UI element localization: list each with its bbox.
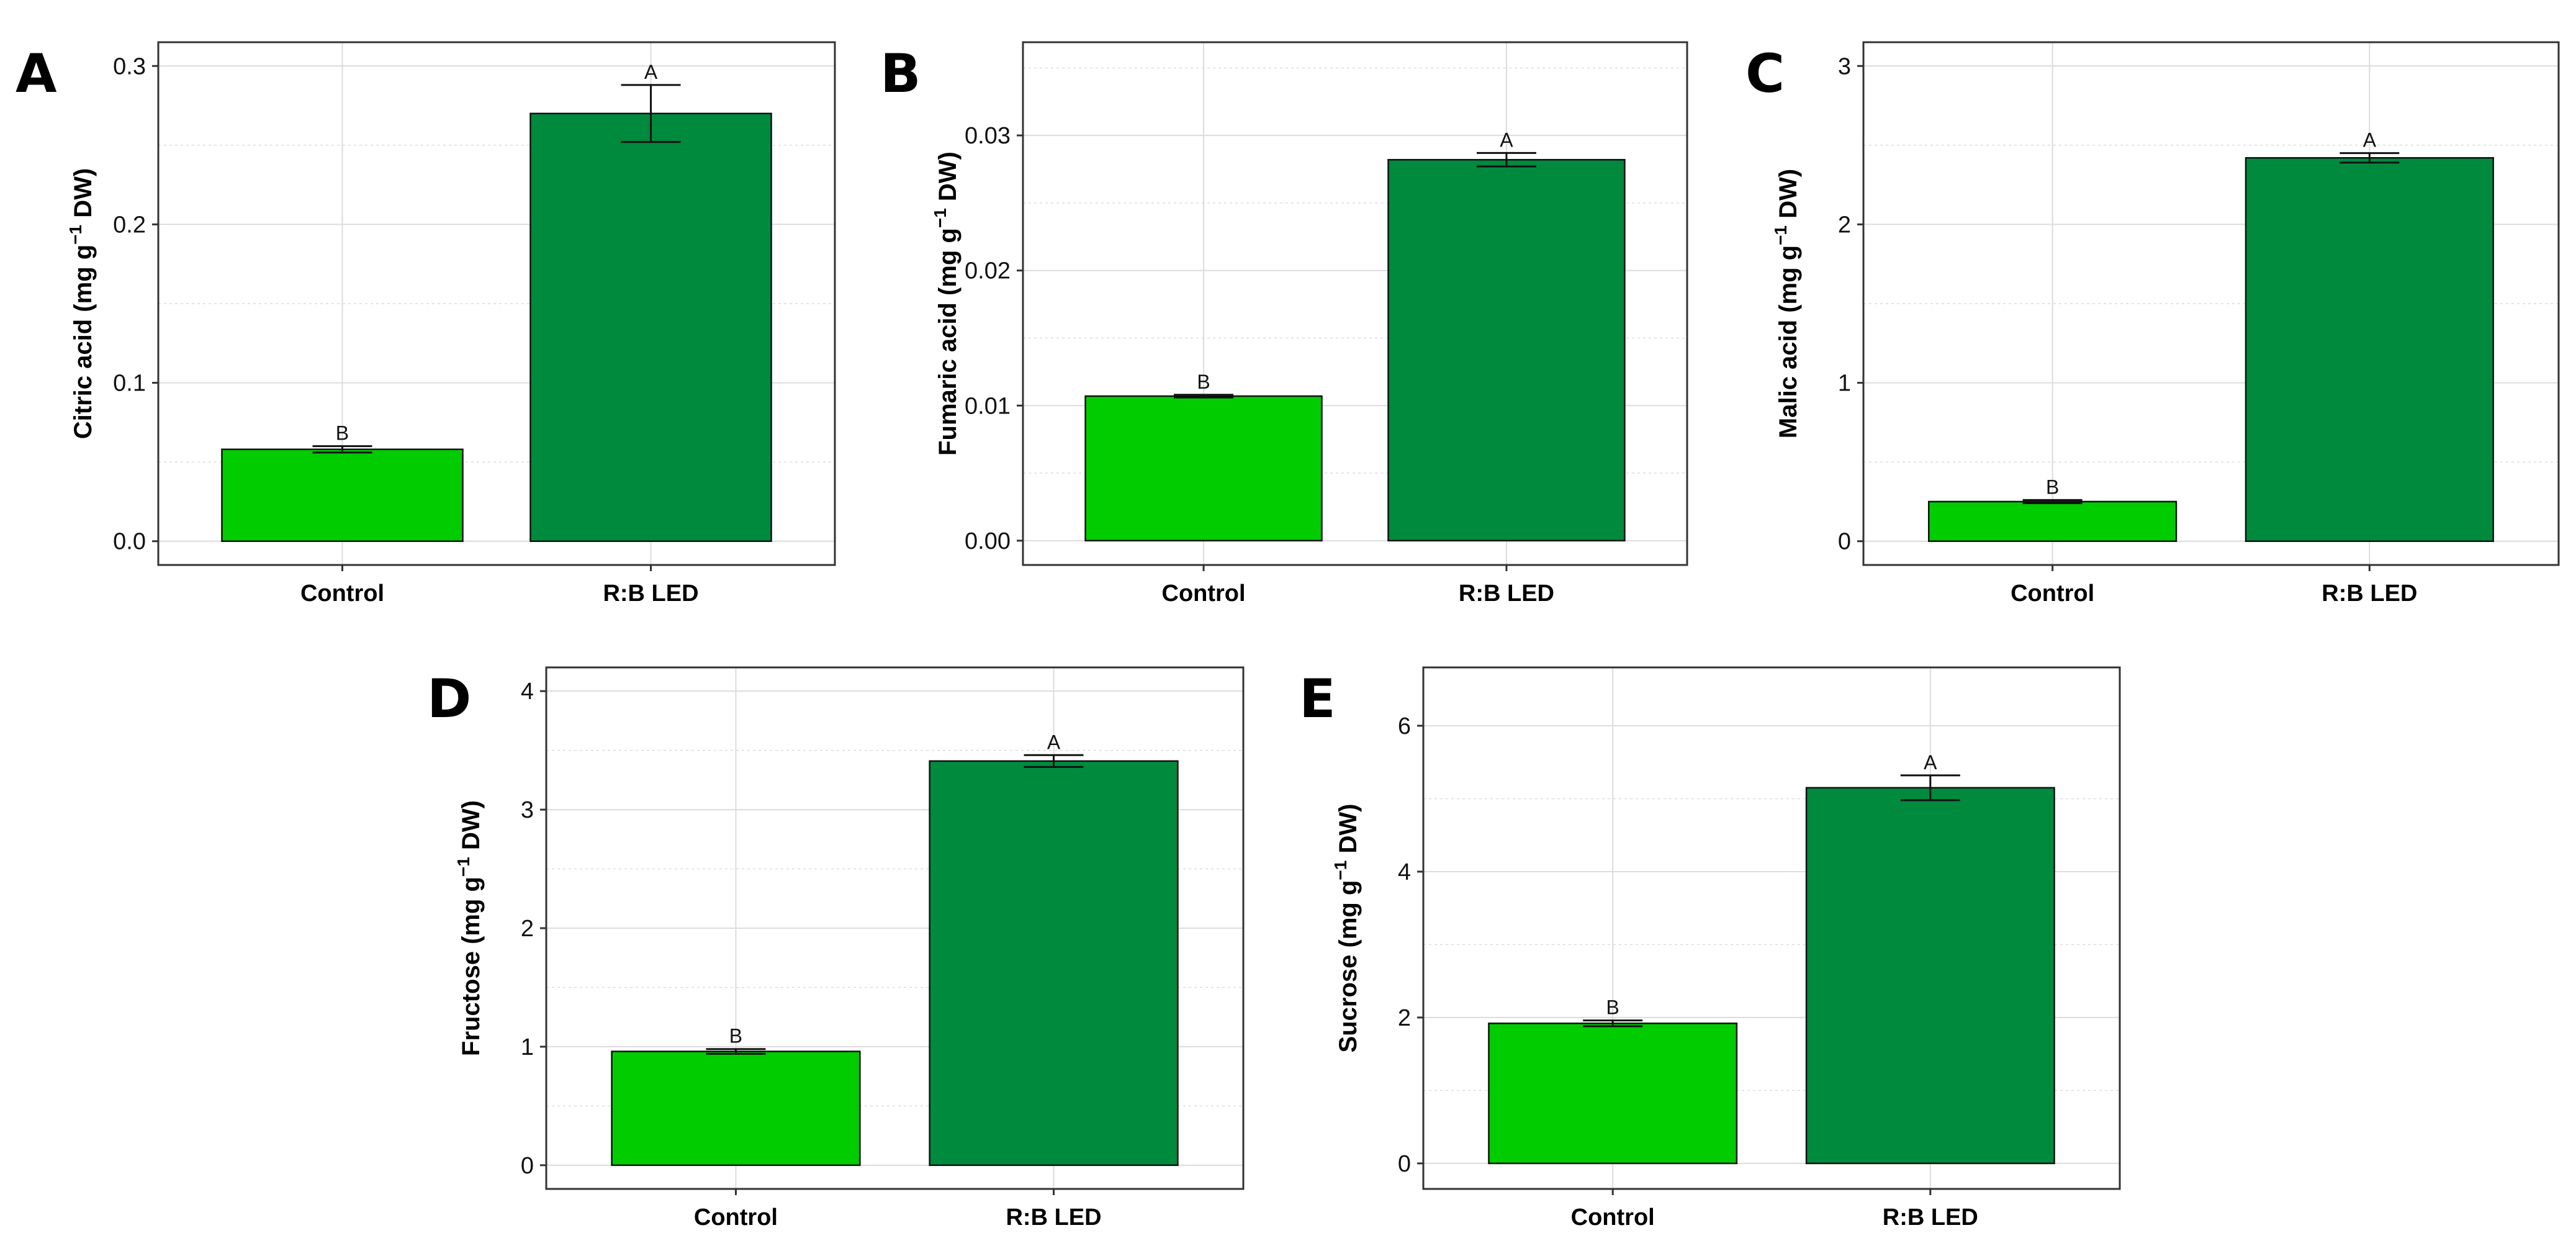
bar-r-b-led <box>1387 159 1626 542</box>
x-tick-label: R:B LED <box>1006 1204 1101 1231</box>
panel-label-c: C <box>1745 43 1785 105</box>
x-tick-label: Control <box>694 1204 778 1231</box>
y-tick-label: 2 <box>1398 1005 1411 1031</box>
y-tick-label: 2 <box>521 916 534 942</box>
y-tick-label: 0.03 <box>965 123 1011 149</box>
significance-letter: B <box>2046 476 2059 498</box>
x-tick-label: R:B LED <box>603 580 698 607</box>
panel-label-e: E <box>1299 668 1336 730</box>
y-tick-label: 1 <box>521 1034 534 1060</box>
bar-control <box>1928 500 2177 542</box>
y-tick-label: 3 <box>521 797 534 823</box>
x-tick-label: Control <box>1571 1204 1655 1231</box>
y-tick-label: 0.01 <box>965 393 1011 419</box>
panel-label-d: D <box>427 668 471 730</box>
y-tick-label: 0 <box>1398 1151 1411 1177</box>
plot-border <box>1022 41 1688 566</box>
bar-control <box>1084 395 1323 542</box>
bar-r-b-led <box>929 760 1179 1167</box>
y-tick-label: 0.00 <box>965 528 1011 554</box>
panel-label-a: A <box>16 43 57 105</box>
x-tick-label: Control <box>2011 580 2094 607</box>
y-axis-title: Malic acid (mg g−1 DW) <box>1771 169 1802 438</box>
y-tick-label: 0.02 <box>965 258 1011 284</box>
significance-letter: B <box>729 1025 742 1047</box>
y-tick-label: 3 <box>1838 53 1851 79</box>
bar-control <box>611 1050 861 1167</box>
y-tick-label: 0 <box>521 1153 534 1179</box>
y-axis-title: Citric acid (mg g−1 DW) <box>66 168 97 439</box>
significance-letter: A <box>1500 129 1513 151</box>
y-tick-label: 4 <box>521 679 534 705</box>
y-tick-label: 0.2 <box>113 212 146 238</box>
x-tick-label: R:B LED <box>1883 1204 1978 1231</box>
significance-letter: A <box>1047 731 1061 753</box>
significance-letter: B <box>1606 996 1619 1019</box>
bar-r-b-led <box>1805 787 2055 1165</box>
bar-r-b-led <box>529 112 772 542</box>
panel-d: D B Control A R:B LED 0 1 2 3 4 Fructose (mg g−1 D… <box>427 666 1245 1231</box>
significance-letter: A <box>2363 129 2377 151</box>
panel-e: E B Control A R:B LED 0 2 4 6 Sucrose (mg g−1 DW) <box>1299 666 2121 1231</box>
bar-r-b-led <box>2245 157 2494 542</box>
panel-b: B B Control A R:B LED 0.00 0.01 0.02 0.03Fumaric… <box>880 41 1688 607</box>
significance-letter: B <box>1197 371 1210 393</box>
bar-control <box>1488 1023 1738 1165</box>
y-axis-title: Fructose (mg g−1 DW) <box>454 800 485 1056</box>
plot-border <box>157 41 836 566</box>
panel-c: C B Control A R:B LED 0 1 2 3 Malic acid (mg g−1 … <box>1745 41 2560 607</box>
significance-letter: A <box>1924 751 1937 774</box>
x-tick-label: R:B LED <box>2322 580 2417 607</box>
plot-border <box>1862 41 2560 566</box>
y-tick-label: 0.3 <box>113 53 146 79</box>
y-tick-label: 1 <box>1838 371 1851 397</box>
y-tick-label: 0 <box>1838 529 1851 555</box>
x-tick-label: R:B LED <box>1459 580 1554 607</box>
y-tick-label: 2 <box>1838 212 1851 238</box>
x-tick-label: Control <box>1162 580 1246 607</box>
y-axis-title: Sucrose (mg g−1 DW) <box>1331 804 1362 1053</box>
panel-label-b: B <box>880 43 921 105</box>
significance-letter: A <box>644 61 658 83</box>
y-axis-title: Fumaric acid (mg g−1 DW) <box>930 151 961 456</box>
plot-border <box>1422 666 2121 1190</box>
significance-letter: B <box>336 422 349 445</box>
y-tick-label: 0.1 <box>113 371 146 397</box>
y-tick-label: 6 <box>1398 713 1411 739</box>
x-tick-label: Control <box>300 580 384 607</box>
y-tick-label: 4 <box>1398 859 1411 885</box>
y-tick-label: 0.0 <box>113 529 146 555</box>
bar-control <box>221 448 464 542</box>
panel-a: A B Control A R:B LED 0.0 0.1 0.2 0.3 Citric acid… <box>16 41 836 607</box>
